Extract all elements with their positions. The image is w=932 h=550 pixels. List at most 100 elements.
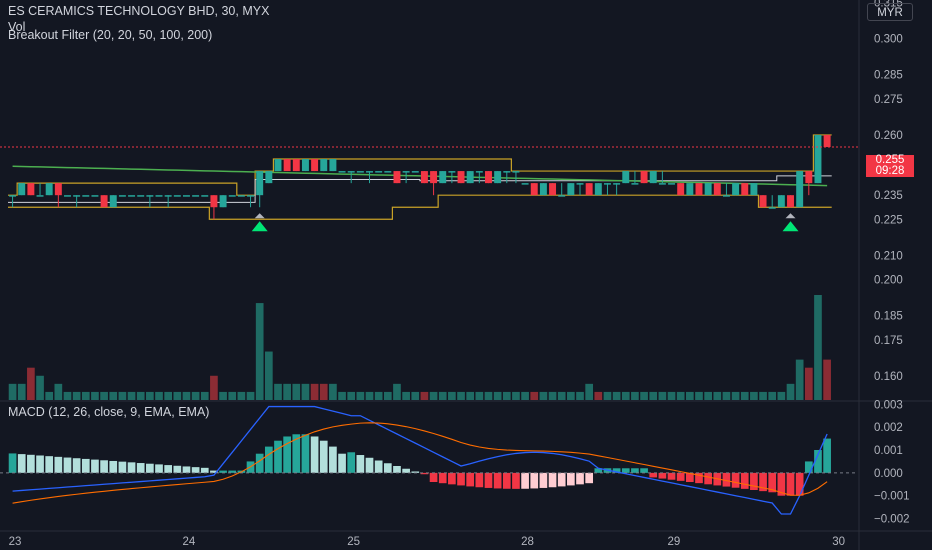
candle-body bbox=[228, 195, 236, 197]
macd-axis-label: −0.002 bbox=[874, 514, 910, 526]
macd-histogram-bar bbox=[420, 472, 429, 475]
candle-body bbox=[338, 171, 346, 173]
volume-bar bbox=[576, 391, 584, 400]
macd-histogram-bar bbox=[255, 453, 264, 473]
volume-bar bbox=[118, 391, 127, 400]
macd-histogram-bar bbox=[448, 472, 456, 485]
time-axis-label: 29 bbox=[668, 536, 681, 548]
candle-body bbox=[613, 183, 621, 185]
candle-body bbox=[9, 195, 17, 197]
macd-histogram-bar bbox=[329, 446, 337, 473]
volume-bar bbox=[292, 383, 301, 400]
price-axis-label: 0.200 bbox=[874, 275, 903, 287]
volume-bar bbox=[621, 391, 630, 400]
volume-bar bbox=[127, 391, 136, 400]
volume-bar bbox=[713, 391, 722, 400]
macd-histogram-bar bbox=[301, 434, 310, 473]
macd-legend[interactable]: MACD (12, 26, close, 9, EMA, EMA) bbox=[8, 405, 210, 419]
volume-bar bbox=[420, 391, 429, 400]
candle-body bbox=[475, 171, 483, 173]
macd-histogram-bar bbox=[759, 472, 767, 492]
volume-bar bbox=[109, 391, 118, 400]
macd-histogram-bar bbox=[283, 436, 291, 473]
macd-histogram-bar bbox=[731, 472, 740, 488]
volume-bar bbox=[649, 391, 658, 400]
candle-body bbox=[27, 183, 35, 196]
macd-axis-label: 0.000 bbox=[874, 468, 903, 480]
candle-body bbox=[311, 159, 319, 172]
volume-bar bbox=[219, 391, 227, 400]
macd-histogram-bar bbox=[621, 468, 630, 473]
macd-histogram-bar bbox=[640, 468, 648, 473]
candle-body bbox=[677, 183, 685, 196]
candle-body bbox=[622, 171, 630, 184]
volume-bar bbox=[667, 391, 676, 400]
volume-bar bbox=[521, 391, 529, 400]
macd-histogram-bar bbox=[109, 460, 118, 473]
macd-histogram-bar bbox=[539, 472, 548, 488]
candle-body bbox=[741, 183, 749, 196]
volume-bar bbox=[768, 391, 777, 400]
macd-histogram-bar bbox=[777, 472, 786, 496]
volume-bar bbox=[695, 391, 703, 400]
bar-countdown: 09:28 bbox=[875, 165, 905, 177]
candle-body bbox=[375, 171, 383, 173]
volume-legend[interactable]: Vol bbox=[8, 20, 26, 34]
volume-bar bbox=[402, 391, 410, 400]
macd-histogram-bar bbox=[356, 455, 365, 473]
volume-bar bbox=[155, 391, 163, 400]
macd-histogram-bar bbox=[512, 472, 520, 489]
candle-body bbox=[777, 195, 785, 208]
volume-bar bbox=[164, 391, 173, 400]
candle-body bbox=[695, 183, 703, 196]
price-axis-label: 0.285 bbox=[874, 70, 903, 82]
candle-body bbox=[521, 183, 529, 185]
volume-bar bbox=[777, 391, 786, 400]
macd-histogram-bar bbox=[264, 446, 273, 473]
candle-body bbox=[713, 183, 721, 196]
breakout-filter-legend[interactable]: Breakout Filter (20, 20, 50, 100, 200) bbox=[8, 28, 213, 42]
candle-body bbox=[91, 195, 99, 197]
macd-histogram-bar bbox=[557, 472, 566, 487]
macd-histogram-bar bbox=[823, 438, 831, 473]
candle-body bbox=[411, 171, 419, 173]
candle-body bbox=[45, 183, 53, 196]
candle-body bbox=[549, 183, 557, 196]
price-axis-label: 0.225 bbox=[874, 214, 903, 226]
candle-body bbox=[256, 171, 264, 196]
volume-bar bbox=[54, 383, 63, 400]
price-axis-label: 0.185 bbox=[874, 311, 903, 323]
candle-body bbox=[732, 183, 740, 196]
candle-body bbox=[805, 171, 813, 184]
volume-bar bbox=[228, 391, 237, 400]
macd-histogram-bar bbox=[72, 458, 81, 473]
candle-body bbox=[219, 195, 227, 208]
macd-histogram-bar bbox=[576, 472, 584, 485]
volume-bar bbox=[27, 367, 35, 400]
macd-histogram-bar bbox=[502, 472, 511, 489]
candle-body bbox=[686, 183, 694, 196]
volume-bar bbox=[356, 391, 365, 400]
price-axis-label: 0.300 bbox=[874, 34, 903, 46]
volume-bar bbox=[237, 391, 246, 400]
macd-histogram-bar bbox=[127, 462, 136, 473]
macd-histogram-bar bbox=[429, 472, 438, 482]
macd-axis-label: 0.003 bbox=[874, 399, 903, 411]
candle-body bbox=[640, 171, 648, 184]
volume-bar bbox=[338, 391, 346, 400]
macd-histogram-bar bbox=[191, 467, 200, 473]
macd-histogram-bar bbox=[118, 461, 127, 473]
currency-selector[interactable]: MYR bbox=[867, 3, 913, 21]
macd-histogram-bar bbox=[658, 472, 667, 479]
macd-histogram-bar bbox=[200, 467, 209, 473]
candle-body bbox=[494, 171, 502, 184]
time-axis-label: 25 bbox=[347, 536, 360, 548]
candle-body bbox=[430, 171, 438, 184]
candle-body bbox=[137, 195, 145, 197]
candle-body bbox=[585, 183, 593, 196]
macd-histogram-bar bbox=[374, 460, 383, 473]
volume-bar bbox=[274, 383, 282, 400]
price-axis-label: 0.160 bbox=[874, 371, 903, 383]
candle-body bbox=[594, 183, 602, 196]
